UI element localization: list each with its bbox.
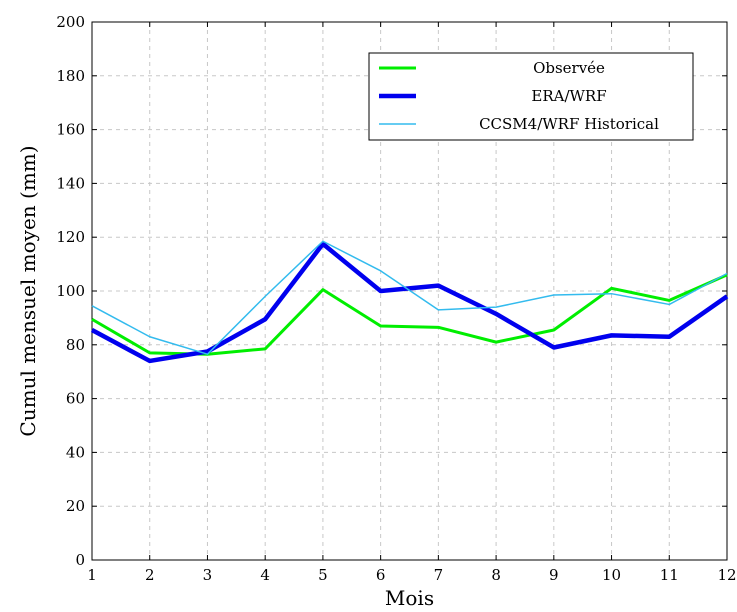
x-tick-label: 1 — [87, 566, 97, 584]
x-tick-label: 9 — [549, 566, 559, 584]
y-tick-label: 180 — [56, 67, 85, 85]
y-tick-label: 160 — [56, 121, 85, 139]
x-tick-label: 3 — [203, 566, 213, 584]
x-axis-title: Mois — [385, 586, 434, 610]
y-tick-label: 0 — [75, 551, 85, 569]
x-tick-label: 12 — [717, 566, 736, 584]
y-tick-label: 80 — [66, 336, 85, 354]
y-tick-label: 40 — [66, 443, 85, 461]
legend-box — [368, 52, 694, 141]
x-tick-label: 5 — [318, 566, 328, 584]
axis-ticks: 1 2 3 4 5 6 7 8 9 10 11 120204060801001201401601802… — [56, 13, 736, 584]
x-tick-label: 8 — [491, 566, 501, 584]
x-tick-label: 6 — [376, 566, 386, 584]
y-tick-label: 120 — [56, 228, 85, 246]
y-tick-label: 200 — [56, 13, 85, 31]
legend-label-3: CCSM4/WRF Historical — [479, 115, 659, 133]
y-tick-label: 100 — [56, 282, 85, 300]
series-line-2 — [90, 241, 729, 364]
x-tick-label: 4 — [260, 566, 270, 584]
x-tick-label: 11 — [660, 566, 679, 584]
legend-label-1: Observée — [533, 59, 605, 77]
y-tick-label: 140 — [56, 174, 85, 192]
x-tick-label: 2 — [145, 566, 155, 584]
series-lines — [90, 240, 729, 364]
legend: Observée ERA/WRF CCSM4/WRF Historical — [368, 52, 694, 141]
x-tick-label: 10 — [602, 566, 621, 584]
legend-label-2: ERA/WRF — [531, 87, 606, 105]
y-tick-label: 20 — [66, 497, 85, 515]
y-tick-label: 60 — [66, 390, 85, 408]
series-line-3 — [91, 240, 728, 355]
x-tick-label: 7 — [434, 566, 444, 584]
y-axis-title: Cumul mensuel moyen (mm) — [16, 145, 40, 436]
